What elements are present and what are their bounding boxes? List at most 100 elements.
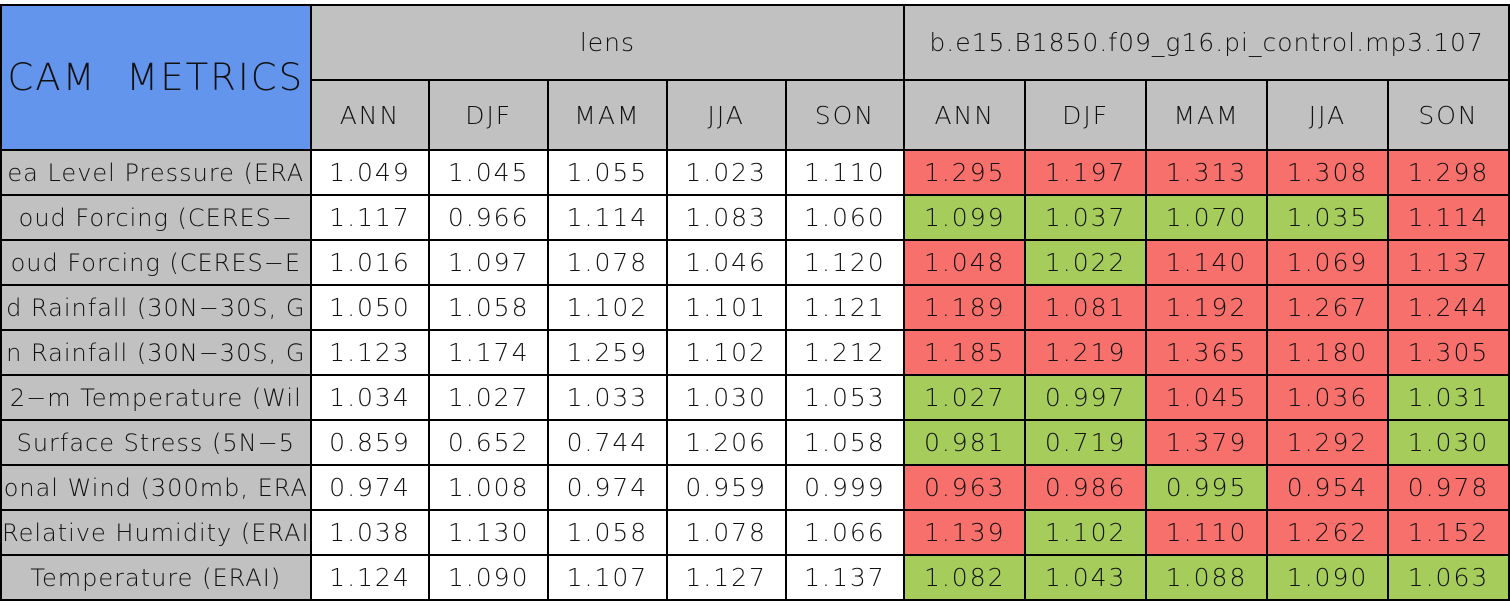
season-header-case-ann: ANN	[903, 79, 1027, 151]
case-value-cell: 1.298	[1386, 149, 1510, 196]
case-value-cell: 1.267	[1266, 284, 1389, 331]
lens-value-cell: 1.053	[784, 374, 906, 421]
row-label: Surface Stress (5N−5	[0, 419, 312, 466]
season-header-row: ANN DJF MAM JJA SON ANN DJF MAM JJA SON	[1, 79, 1510, 151]
table-row: Relative Humidity (ERAI 1.038 1.130 1.058 1.…	[0, 509, 1510, 556]
lens-value-cell: 1.066	[784, 509, 906, 556]
case-value-cell: 1.030	[1386, 419, 1510, 466]
lens-value-cell: 0.959	[665, 464, 787, 511]
group-header-lens: lens	[309, 4, 906, 81]
case-value-cell: 1.099	[903, 194, 1027, 241]
lens-value-cell: 1.174	[428, 329, 550, 376]
lens-value-cell: 1.259	[547, 329, 668, 376]
table-row: onal Wind (300mb, ERA 0.974 1.008 0.974 0.95…	[0, 464, 1510, 511]
lens-value-cell: 1.045	[428, 149, 550, 196]
lens-value-cell: 1.137	[784, 554, 906, 601]
row-label: oud Forcing (CERES−	[0, 194, 312, 241]
lens-value-cell: 1.090	[428, 554, 550, 601]
case-value-cell: 1.048	[903, 239, 1027, 286]
case-value-cell: 1.262	[1266, 509, 1389, 556]
case-value-cell: 1.070	[1145, 194, 1269, 241]
case-value-cell: 0.995	[1145, 464, 1269, 511]
case-value-cell: 1.365	[1145, 329, 1269, 376]
season-header-lens-mam: MAM	[547, 79, 668, 151]
case-value-cell: 1.114	[1386, 194, 1510, 241]
row-label: Temperature (ERAI)	[0, 554, 312, 601]
season-header-lens-son: SON	[784, 79, 906, 151]
lens-value-cell: 1.101	[665, 284, 787, 331]
lens-value-cell: 1.206	[665, 419, 787, 466]
lens-value-cell: 1.023	[665, 149, 787, 196]
case-value-cell: 1.088	[1145, 554, 1269, 601]
season-header-case-mam: MAM	[1145, 79, 1269, 151]
lens-value-cell: 1.212	[784, 329, 906, 376]
case-value-cell: 1.137	[1386, 239, 1510, 286]
lens-value-cell: 1.127	[665, 554, 787, 601]
lens-value-cell: 0.974	[547, 464, 668, 511]
case-value-cell: 1.069	[1266, 239, 1389, 286]
lens-value-cell: 0.859	[309, 419, 431, 466]
row-label: ea Level Pressure (ERA	[0, 149, 312, 196]
lens-value-cell: 1.102	[665, 329, 787, 376]
lens-value-cell: 1.078	[547, 239, 668, 286]
lens-value-cell: 1.124	[309, 554, 431, 601]
row-label: Relative Humidity (ERAI	[0, 509, 312, 556]
table-row: Temperature (ERAI) 1.124 1.090 1.107 1.127 1.…	[0, 554, 1510, 601]
lens-value-cell: 1.123	[309, 329, 431, 376]
lens-value-cell: 1.050	[309, 284, 431, 331]
lens-value-cell: 1.030	[665, 374, 787, 421]
case-value-cell: 1.063	[1386, 554, 1510, 601]
lens-value-cell: 1.058	[784, 419, 906, 466]
case-value-cell: 1.244	[1386, 284, 1510, 331]
lens-value-cell: 1.083	[665, 194, 787, 241]
lens-value-cell: 0.744	[547, 419, 668, 466]
case-value-cell: 0.719	[1024, 419, 1148, 466]
lens-value-cell: 0.999	[784, 464, 906, 511]
case-value-cell: 1.152	[1386, 509, 1510, 556]
case-value-cell: 1.185	[903, 329, 1027, 376]
lens-value-cell: 1.058	[428, 284, 550, 331]
lens-value-cell: 1.008	[428, 464, 550, 511]
case-value-cell: 1.292	[1266, 419, 1389, 466]
lens-value-cell: 1.027	[428, 374, 550, 421]
case-value-cell: 1.308	[1266, 149, 1389, 196]
case-value-cell: 0.981	[903, 419, 1027, 466]
case-value-cell: 0.997	[1024, 374, 1148, 421]
lens-value-cell: 1.097	[428, 239, 550, 286]
lens-value-cell: 1.114	[547, 194, 668, 241]
lens-value-cell: 1.046	[665, 239, 787, 286]
case-value-cell: 0.954	[1266, 464, 1389, 511]
case-value-cell: 1.295	[903, 149, 1027, 196]
table-row: oud Forcing (CERES−E 1.016 1.097 1.078 1.046…	[0, 239, 1510, 286]
lens-value-cell: 1.016	[309, 239, 431, 286]
case-value-cell: 1.081	[1024, 284, 1148, 331]
season-header-case-djf: DJF	[1024, 79, 1148, 151]
case-value-cell: 1.140	[1145, 239, 1269, 286]
case-value-cell: 1.043	[1024, 554, 1148, 601]
case-value-cell: 1.192	[1145, 284, 1269, 331]
case-value-cell: 0.978	[1386, 464, 1510, 511]
case-value-cell: 1.305	[1386, 329, 1510, 376]
lens-value-cell: 1.121	[784, 284, 906, 331]
table-row: oud Forcing (CERES− 1.117 0.966 1.114 1.083 1…	[0, 194, 1510, 241]
lens-value-cell: 1.107	[547, 554, 668, 601]
lens-value-cell: 1.060	[784, 194, 906, 241]
row-label: onal Wind (300mb, ERA	[0, 464, 312, 511]
group-header-row: CAM METRICS lens b.e15.B1850.f09_g16.pi_…	[0, 4, 1510, 151]
lens-value-cell: 0.652	[428, 419, 550, 466]
lens-value-cell: 1.034	[309, 374, 431, 421]
season-header-case-jja: JJA	[1266, 79, 1389, 151]
case-value-cell: 1.036	[1266, 374, 1389, 421]
case-value-cell: 1.110	[1145, 509, 1269, 556]
case-value-cell: 1.037	[1024, 194, 1148, 241]
lens-value-cell: 1.110	[784, 149, 906, 196]
table-row: Surface Stress (5N−5 0.859 0.652 0.744 1.206…	[0, 419, 1510, 466]
case-value-cell: 1.022	[1024, 239, 1148, 286]
row-label: d Rainfall (30N−30S, G	[0, 284, 312, 331]
season-header-lens-djf: DJF	[428, 79, 550, 151]
case-value-cell: 0.986	[1024, 464, 1148, 511]
lens-value-cell: 1.058	[547, 509, 668, 556]
lens-value-cell: 1.120	[784, 239, 906, 286]
case-value-cell: 1.180	[1266, 329, 1389, 376]
season-header-lens-ann: ANN	[309, 79, 431, 151]
